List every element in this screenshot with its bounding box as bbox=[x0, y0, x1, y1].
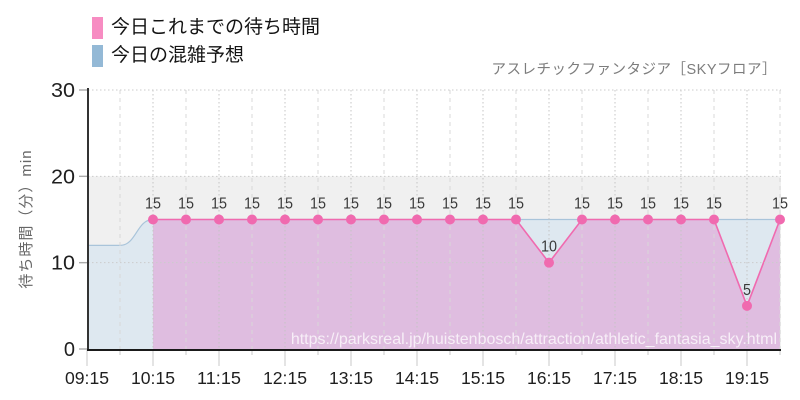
data-point bbox=[148, 214, 158, 225]
point-value-label: 15 bbox=[145, 196, 161, 213]
watermark: https://parksreal.jp/huistenbosch/attrac… bbox=[291, 331, 777, 348]
point-value-label: 15 bbox=[706, 196, 722, 213]
point-value-label: 15 bbox=[574, 196, 590, 213]
area-actual bbox=[153, 219, 780, 349]
data-point bbox=[709, 214, 719, 225]
point-value-label: 15 bbox=[442, 196, 458, 213]
legend: 今日これまでの待ち時間 今日の混雑予想 bbox=[92, 16, 320, 72]
data-point bbox=[445, 214, 455, 225]
point-value-label: 10 bbox=[541, 239, 557, 256]
point-value-label: 15 bbox=[475, 196, 491, 213]
x-tick-label: 16:15 bbox=[527, 368, 571, 388]
data-point bbox=[643, 214, 653, 225]
data-point bbox=[346, 214, 356, 225]
x-tick-label: 17:15 bbox=[593, 368, 637, 388]
x-tick-label: 13:15 bbox=[329, 368, 373, 388]
data-point bbox=[742, 300, 752, 311]
data-point bbox=[676, 214, 686, 225]
legend-label-forecast: 今日の混雑予想 bbox=[111, 45, 245, 66]
x-tick-label: 18:15 bbox=[659, 368, 703, 388]
y-tick-label: 0 bbox=[64, 339, 75, 361]
y-tick-label: 20 bbox=[51, 166, 75, 188]
legend-label-today-wait: 今日これまでの待ち時間 bbox=[111, 17, 321, 38]
point-value-label: 5 bbox=[743, 282, 751, 299]
point-value-label: 15 bbox=[211, 196, 227, 213]
data-point bbox=[214, 214, 224, 225]
data-point bbox=[610, 214, 620, 225]
y-axis-label: 待ち時間（分）min bbox=[18, 149, 35, 289]
line-actual bbox=[153, 218, 781, 309]
point-value-label: 15 bbox=[508, 196, 524, 213]
data-point bbox=[577, 214, 587, 225]
data-point bbox=[247, 214, 257, 225]
point-value-label: 15 bbox=[607, 196, 623, 213]
x-tick-label: 15:15 bbox=[461, 368, 505, 388]
data-point bbox=[544, 257, 554, 268]
data-point bbox=[775, 214, 785, 225]
data-point bbox=[181, 214, 191, 225]
x-tick-label: 09:15 bbox=[65, 368, 109, 388]
legend-item-forecast: 今日の混雑予想 bbox=[92, 44, 320, 67]
legend-item-today-wait: 今日これまでの待ち時間 bbox=[92, 16, 320, 39]
x-tick-label: 11:15 bbox=[197, 368, 241, 388]
y-tick-label: 10 bbox=[51, 253, 75, 275]
attraction-title: アスレチックファンタジア［SKYフロア］ bbox=[491, 62, 777, 78]
data-point bbox=[511, 214, 521, 225]
point-value-label: 15 bbox=[343, 196, 359, 213]
point-value-label: 15 bbox=[310, 196, 326, 213]
point-value-label: 15 bbox=[409, 196, 425, 213]
point-value-label: 15 bbox=[244, 196, 260, 213]
x-tick-label: 12:15 bbox=[263, 368, 307, 388]
data-point bbox=[478, 214, 488, 225]
data-point bbox=[412, 214, 422, 225]
y-tick-label: 30 bbox=[51, 80, 75, 102]
legend-swatch-forecast-icon bbox=[92, 44, 103, 67]
legend-swatch-today-wait-icon bbox=[92, 16, 103, 39]
x-tick-label: 10:15 bbox=[131, 368, 175, 388]
point-value-label: 15 bbox=[277, 196, 293, 213]
data-point bbox=[379, 214, 389, 225]
point-value-label: 15 bbox=[640, 196, 656, 213]
point-value-label: 15 bbox=[178, 196, 194, 213]
point-value-label: 15 bbox=[772, 196, 788, 213]
x-tick-label: 19:15 bbox=[725, 368, 769, 388]
point-value-label: 15 bbox=[376, 196, 392, 213]
data-point bbox=[313, 214, 323, 225]
data-point bbox=[280, 214, 290, 225]
point-value-label: 15 bbox=[673, 196, 689, 213]
x-tick-label: 14:15 bbox=[395, 368, 439, 388]
